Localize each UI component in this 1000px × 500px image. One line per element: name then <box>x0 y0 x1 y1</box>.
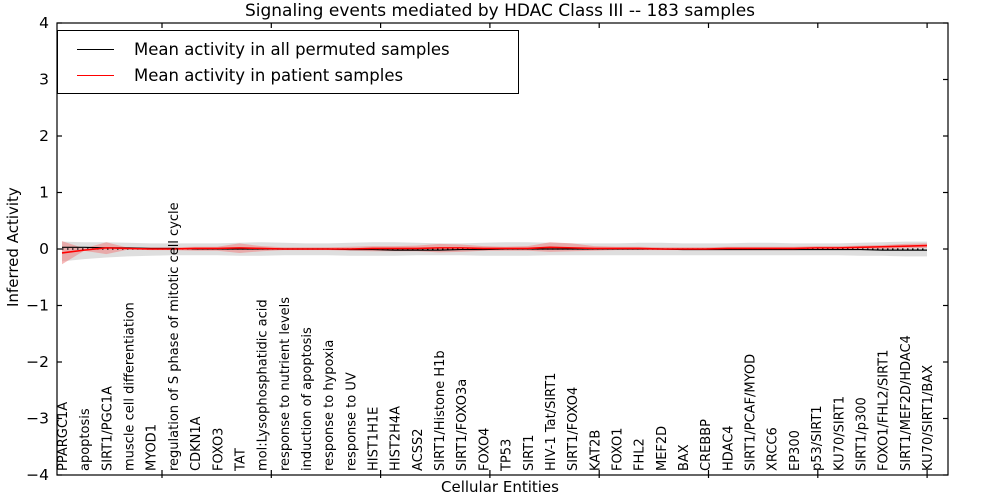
x-tick-label: MEF2D <box>655 426 670 471</box>
x-tick-label: HIV-1 Tat/SIRT1 <box>544 373 559 471</box>
y-tick-label: 3 <box>39 71 49 89</box>
x-tick-label: SIRT1/PGC1A <box>100 386 115 471</box>
y-tick-label: 1 <box>39 184 49 202</box>
x-tick-label: HDAC4 <box>721 425 736 471</box>
x-tick-label: FOXO3 <box>211 428 226 471</box>
x-tick-label: TP53 <box>500 439 515 472</box>
x-tick-label: SIRT1 <box>522 435 537 471</box>
x-tick-label: FOXO4 <box>477 428 492 471</box>
y-tick-label: −2 <box>26 353 49 371</box>
legend-item-patient: Mean activity in patient samples <box>68 66 508 85</box>
x-tick-label: response to nutrient levels <box>278 297 293 471</box>
x-tick-label: ACSS2 <box>411 428 426 471</box>
x-tick-label: FOXO1/FHL2/SIRT1 <box>877 350 892 471</box>
x-tick-label: CREBBP <box>699 419 714 471</box>
x-tick-label: SIRT1/MEF2D/HDAC4 <box>899 335 914 471</box>
x-tick-label: MYOD1 <box>145 424 160 471</box>
x-tick-label: KAT2B <box>588 430 603 471</box>
x-tick-label: muscle cell differentiation <box>123 302 138 471</box>
legend-item-permuted: Mean activity in all permuted samples <box>68 40 508 59</box>
x-tick-label: regulation of S phase of mitotic cell cy… <box>167 202 182 471</box>
legend-line-permuted-icon <box>77 48 114 50</box>
legend-line-patient-icon <box>77 74 114 76</box>
permuted-band <box>62 241 927 262</box>
legend-label-patient: Mean activity in patient samples <box>134 65 404 85</box>
x-tick-label: SIRT1/Histone H1b <box>433 350 448 471</box>
x-tick-label: EP300 <box>788 430 803 471</box>
y-tick-label: 0 <box>39 240 49 258</box>
patient-mean-line <box>61 244 928 254</box>
x-tick-label: FOXO1 <box>610 428 625 471</box>
x-tick-label: SIRT1/p300 <box>854 397 869 471</box>
x-tick-label: TAT <box>233 448 248 472</box>
x-tick-label: HIST1H1E <box>367 407 382 471</box>
x-tick-label: response to hypoxia <box>322 340 337 471</box>
y-tick-label: −1 <box>26 297 49 315</box>
x-tick-label: SIRT1/FOXO4 <box>566 387 581 471</box>
y-tick-label: 2 <box>39 127 49 145</box>
legend-label-permuted: Mean activity in all permuted samples <box>134 39 450 59</box>
x-tick-label: PPARGC1A <box>56 402 71 471</box>
x-tick-label: mol:Lysophosphatidic acid <box>256 299 271 471</box>
x-tick-label: apoptosis <box>78 408 93 471</box>
chart-title: Signaling events mediated by HDAC Class … <box>244 1 756 21</box>
x-tick-label: induction of apoptosis <box>300 327 315 471</box>
x-tick-label: KU70/SIRT1 <box>832 396 847 471</box>
y-tick-label: −3 <box>26 410 49 428</box>
y-tick-label: −4 <box>26 466 49 484</box>
x-tick-label: BAX <box>677 444 692 471</box>
x-tick-label: FHL2 <box>633 438 648 471</box>
x-tick-label: p53/SIRT1 <box>810 405 825 471</box>
x-tick-label: XRCC6 <box>766 427 781 471</box>
x-tick-label: HIST2H4A <box>389 406 404 471</box>
x-axis-label: Cellular Entities <box>441 478 559 496</box>
x-tick-label: response to UV <box>344 372 359 471</box>
legend: Mean activity in all permuted samples Me… <box>57 30 519 94</box>
x-tick-label: CDKN1A <box>189 416 204 471</box>
x-tick-label: SIRT1/FOXO3a <box>455 379 470 471</box>
y-axis-label: Inferred Activity <box>4 187 22 307</box>
x-tick-label: KU70/SIRT1/BAX <box>921 365 936 471</box>
x-tick-label: SIRT1/PCAF/MYOD <box>744 354 759 471</box>
y-tick-label: 4 <box>39 14 49 32</box>
